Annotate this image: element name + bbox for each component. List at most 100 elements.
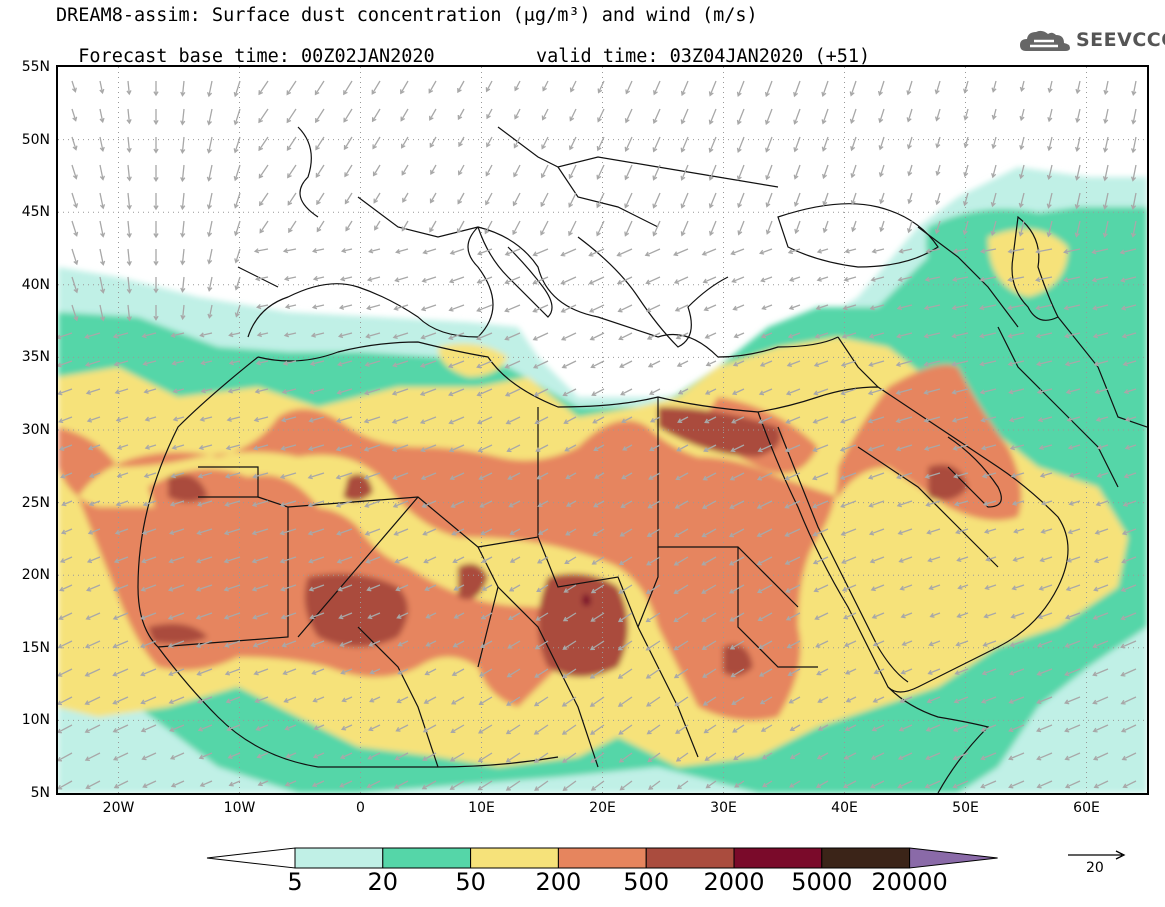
wind-arrow — [869, 556, 885, 564]
wind-arrow — [588, 276, 605, 285]
wind-arrow — [1019, 80, 1025, 93]
wind-arrow — [280, 584, 297, 592]
wind-arrow — [87, 444, 101, 451]
wind-arrow — [126, 220, 132, 239]
wind-arrow — [653, 80, 661, 96]
wind-arrow — [963, 80, 969, 94]
wind-arrow — [169, 752, 185, 760]
wind-arrow — [251, 528, 269, 536]
wind-arrow — [677, 388, 689, 395]
wind-arrow — [793, 136, 801, 153]
wind-arrow — [990, 220, 997, 236]
wind-arrow — [923, 444, 941, 451]
wind-arrow — [513, 136, 521, 149]
wind-arrow — [180, 248, 186, 266]
wind-arrow — [906, 80, 913, 96]
wind-arrow — [589, 724, 605, 735]
wind-arrow — [540, 192, 549, 208]
wind-arrow — [144, 416, 157, 422]
wind-arrow — [533, 696, 549, 707]
wind-arrow — [675, 752, 689, 762]
wind-arrow — [589, 696, 605, 707]
wind-arrow — [1009, 444, 1025, 451]
wind-arrow — [168, 584, 185, 592]
wind-arrow — [140, 612, 157, 620]
wind-arrow — [1007, 276, 1025, 283]
wind-arrow — [870, 780, 885, 789]
wind-arrow — [1047, 136, 1053, 152]
wind-arrow — [1065, 388, 1081, 395]
wind-arrow — [1037, 612, 1053, 620]
wind-arrow — [364, 360, 381, 367]
wind-arrow — [673, 640, 689, 651]
wind-arrow — [963, 108, 969, 121]
wind-arrow — [757, 612, 773, 622]
wind-arrow — [180, 108, 186, 126]
wind-arrow — [732, 360, 745, 367]
wind-arrow — [680, 164, 689, 181]
lat-label: 10N — [21, 712, 50, 729]
wind-arrow — [1018, 164, 1025, 180]
wind-arrow — [906, 136, 913, 150]
wind-arrow — [1092, 668, 1109, 677]
wind-arrow — [315, 164, 325, 178]
wind-arrow — [736, 136, 745, 153]
wind-arrow — [842, 780, 857, 789]
wind-arrow — [592, 528, 605, 536]
wind-arrow — [867, 444, 885, 452]
wind-arrow — [59, 584, 73, 592]
wind-arrow — [339, 640, 353, 647]
wind-arrow — [308, 584, 325, 592]
wind-arrow — [568, 192, 577, 208]
wind-arrow — [153, 109, 159, 126]
base-time-label: Forecast base time: 00Z02JAN2020 — [78, 46, 435, 67]
wind-arrow — [84, 724, 101, 734]
wind-arrow — [680, 220, 689, 237]
wind-arrow — [281, 388, 297, 395]
wind-arrow — [71, 248, 79, 266]
wind-arrow — [223, 612, 241, 620]
wind-arrow — [1120, 724, 1137, 733]
wind-arrow — [761, 304, 773, 311]
wind-arrow — [560, 304, 577, 313]
wind-arrow — [934, 80, 941, 95]
wind-arrow — [764, 108, 773, 126]
wind-arrow — [153, 193, 159, 211]
wind-arrow — [1093, 360, 1109, 367]
wind-arrow — [112, 752, 129, 761]
wind-arrow — [337, 360, 353, 367]
wind-arrow — [171, 360, 185, 366]
dust-concentration-field — [58, 167, 1147, 793]
wind-arrow — [785, 388, 801, 396]
wind-arrow — [929, 612, 941, 618]
wind-arrow — [223, 528, 241, 536]
wind-arrow — [428, 80, 437, 94]
wind-arrow — [924, 472, 941, 479]
wind-arrow — [283, 332, 297, 338]
wind-arrow — [649, 444, 661, 452]
wind-arrow — [452, 556, 465, 564]
wind-arrow — [590, 612, 605, 622]
wind-arrow — [1012, 556, 1025, 562]
wind-arrow — [787, 332, 801, 339]
wind-arrow — [142, 500, 157, 507]
wind-arrow — [368, 640, 381, 647]
wind-arrow — [624, 136, 633, 152]
valid-time-label: valid time: 03Z04JAN2020 (+51) — [536, 46, 871, 67]
wind-arrow — [507, 640, 521, 649]
wind-arrow — [759, 360, 773, 367]
wind-arrow — [169, 724, 185, 732]
wind-arrow — [423, 696, 437, 704]
wind-arrow — [812, 500, 829, 509]
wind-arrow — [424, 584, 437, 592]
wind-arrow — [532, 276, 549, 285]
wind-arrow — [420, 472, 437, 481]
wind-arrow — [450, 724, 465, 733]
wind-arrow — [84, 668, 101, 677]
wind-arrow — [951, 416, 969, 423]
wind-arrow — [115, 416, 129, 423]
wind-arrow — [850, 192, 857, 206]
wind-arrow — [597, 108, 605, 123]
wind-arrow — [1064, 332, 1081, 339]
lat-label: 35N — [21, 349, 50, 366]
